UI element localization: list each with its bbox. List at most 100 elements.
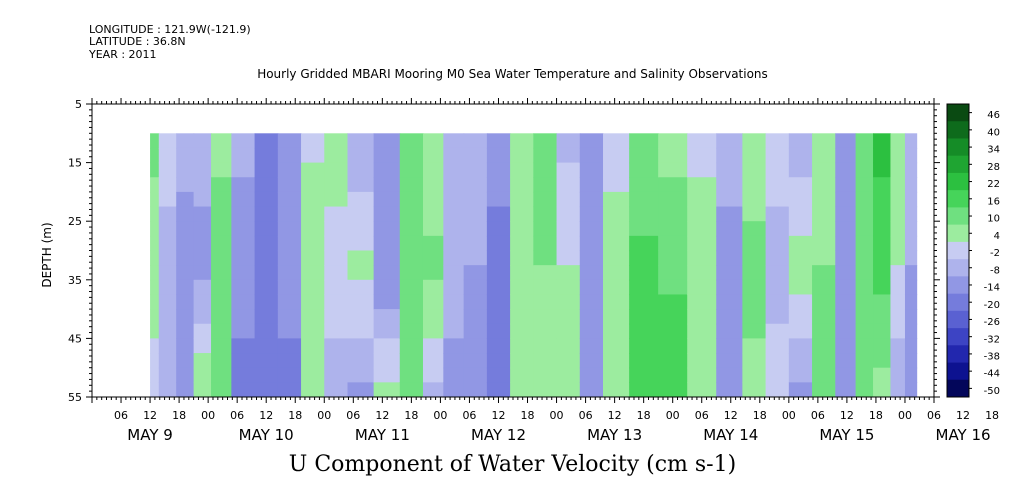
heatmap-cell: [301, 382, 325, 397]
x-tick-label: 00: [201, 409, 215, 422]
heatmap-cell: [486, 338, 511, 354]
heatmap-cell: [158, 367, 177, 383]
heatmap-cell: [510, 382, 534, 397]
heatmap-cell: [890, 309, 906, 325]
heatmap-cell: [211, 309, 232, 325]
heatmap-cell: [301, 177, 325, 193]
x-tick-label: 06: [695, 409, 709, 422]
heatmap-cell: [629, 191, 659, 208]
heatmap-cell: [873, 338, 892, 354]
heatmap-cell: [629, 353, 659, 369]
heatmap-cell: [904, 235, 918, 252]
heatmap-cell: [347, 323, 375, 339]
heatmap-cell: [399, 221, 424, 237]
heatmap-cell: [422, 309, 444, 325]
heatmap-cell: [373, 235, 401, 252]
heatmap-cell: [855, 191, 874, 208]
heatmap-cell: [158, 323, 177, 339]
heatmap-cell: [629, 367, 659, 383]
heatmap-cell: [231, 353, 256, 369]
heatmap-cell: [812, 265, 836, 281]
heatmap-cell: [463, 221, 488, 237]
heatmap-cell: [855, 235, 874, 252]
heatmap-cell: [193, 294, 212, 310]
heatmap-cell: [373, 250, 401, 266]
heatmap-cell: [890, 323, 906, 339]
heatmap-cell: [579, 265, 604, 281]
heatmap-cell: [765, 177, 790, 193]
heatmap-cell: [254, 353, 279, 369]
heatmap-cell: [855, 250, 874, 266]
colorbar: 46 40 34 28 22 16 10 4 -2 -8 -14 -20 -26 -32 -38 -44 -50: [946, 103, 1000, 398]
heatmap-cell: [158, 279, 177, 296]
heatmap-cell: [486, 147, 511, 164]
heatmap-cell: [890, 279, 906, 296]
heatmap-cell: [788, 221, 813, 237]
heatmap-cell: [399, 133, 424, 149]
heatmap-cell: [556, 367, 581, 383]
heatmap-cell: [254, 133, 279, 149]
heatmap-cell: [855, 206, 874, 222]
heatmap-cell: [873, 177, 892, 193]
heatmap-cell: [742, 382, 767, 397]
heatmap-cell: [904, 177, 918, 193]
heatmap-cell: [301, 323, 325, 339]
heatmap-cell: [231, 177, 256, 193]
heatmap-cell: [347, 221, 375, 237]
heatmap-cell: [158, 191, 177, 208]
heatmap-cell: [422, 235, 444, 252]
colorbar-label: 10: [987, 214, 1000, 225]
heatmap-cell: [855, 221, 874, 237]
heatmap-cell: [812, 353, 836, 369]
heatmap-cell: [150, 177, 160, 193]
heatmap-cell: [422, 323, 444, 339]
heatmap-cell: [904, 353, 918, 369]
heatmap-cell: [443, 177, 465, 193]
heatmap-cell: [486, 353, 511, 369]
heatmap-cell: [193, 353, 212, 369]
heatmap-cell: [603, 353, 630, 369]
heatmap-cell: [324, 382, 349, 397]
heatmap-cell: [812, 309, 836, 325]
heatmap-cell: [176, 294, 195, 310]
heatmap-cell: [788, 279, 813, 296]
heatmap-cell: [193, 162, 212, 178]
colorbar-swatch: [947, 362, 969, 381]
heatmap-cell: [812, 133, 836, 149]
heatmap-cell: [373, 382, 401, 397]
heatmap-cell: [486, 162, 511, 178]
heatmap-cell: [904, 382, 918, 397]
heatmap-cell: [399, 323, 424, 339]
colorbar-swatch: [947, 121, 969, 139]
heatmap-cell: [486, 177, 511, 193]
heatmap-cell: [422, 265, 444, 281]
heatmap-cell: [855, 338, 874, 354]
heatmap-cell: [716, 221, 743, 237]
heatmap-cell: [742, 353, 767, 369]
heatmap-cell: [765, 353, 790, 369]
heatmap-cell: [254, 147, 279, 164]
heatmap-cell: [158, 206, 177, 222]
colorbar-label: 4: [994, 231, 1000, 242]
x-tick-label: 12: [143, 409, 157, 422]
heatmap-cell: [687, 147, 717, 164]
heatmap-cell: [486, 206, 511, 222]
y-tick-label: 55: [68, 391, 82, 404]
heatmap-cell: [603, 206, 630, 222]
heatmap-cell: [716, 367, 743, 383]
heatmap-cell: [533, 279, 558, 296]
heatmap-cell: [788, 294, 813, 310]
heatmap-cell: [211, 294, 232, 310]
heatmap-cell: [463, 279, 488, 296]
heatmap-cell: [150, 338, 160, 354]
heatmap-cell: [855, 177, 874, 193]
heatmap-cell: [687, 382, 717, 397]
x-tick-label: 18: [521, 409, 535, 422]
heatmap-cell: [603, 338, 630, 354]
heatmap-cell: [629, 323, 659, 339]
heatmap-cell: [399, 206, 424, 222]
heatmap-cell: [399, 338, 424, 354]
x-tick-label: 06: [346, 409, 360, 422]
heatmap-cell: [716, 235, 743, 252]
